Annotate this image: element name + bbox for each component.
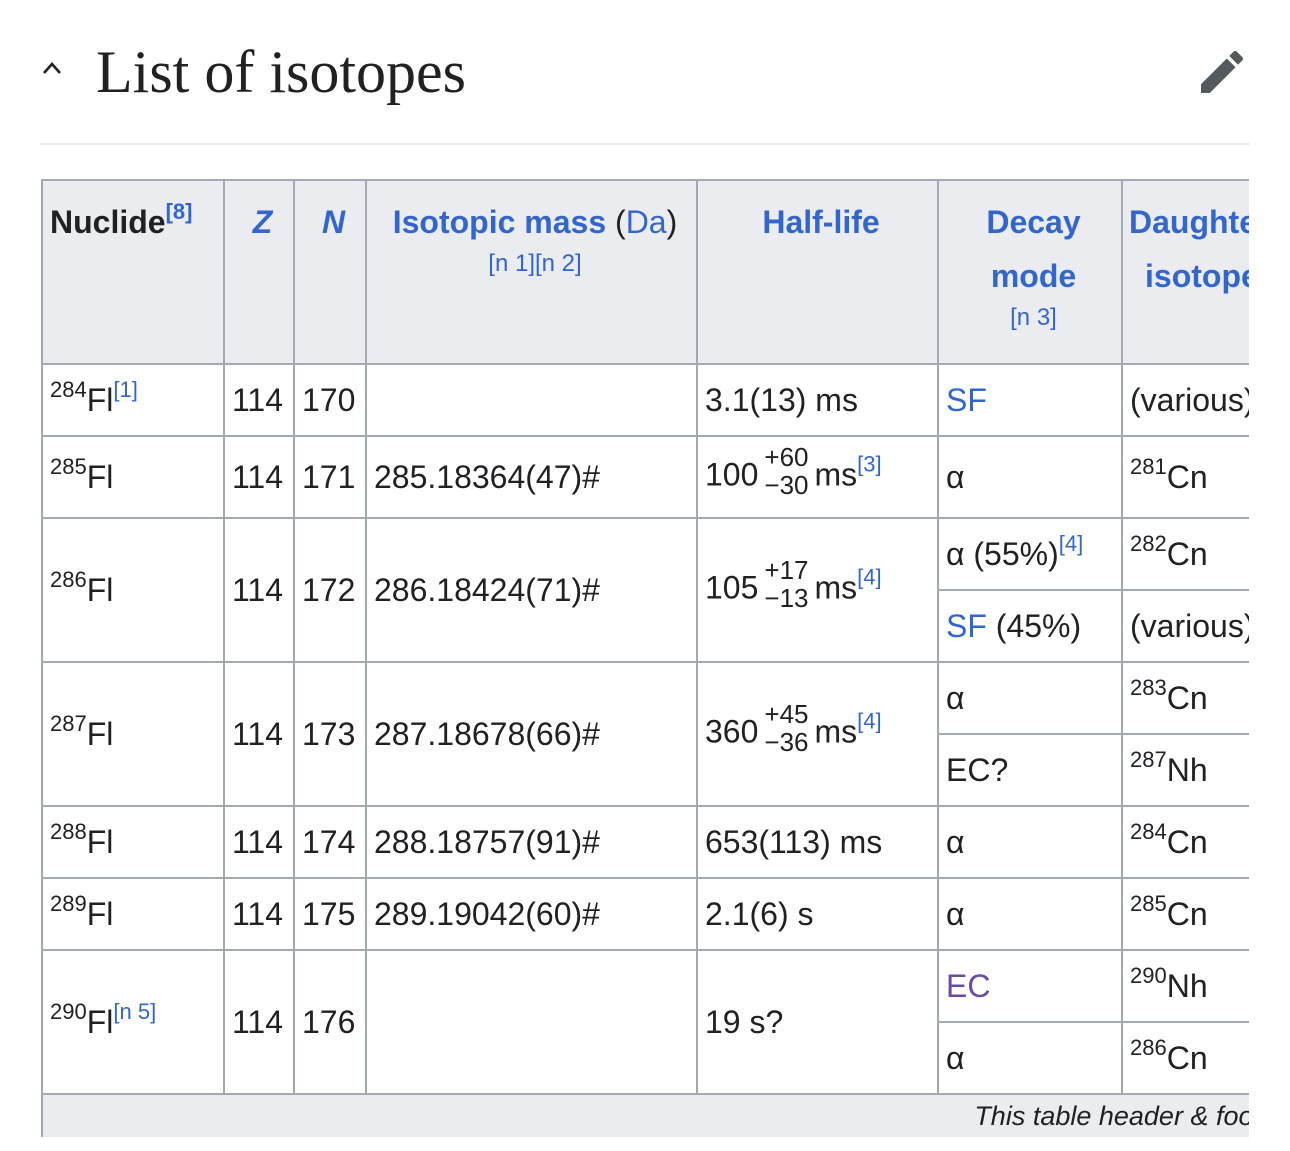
header-n[interactable]: N [293, 179, 367, 365]
decay-mode-cell: α [937, 435, 1123, 519]
ref-link[interactable]: [4] [1058, 530, 1084, 556]
mass-notes[interactable]: [n 1][n 2] [488, 250, 582, 277]
decay-mode-cell: α [937, 1021, 1123, 1095]
decay-mode-cell: α [937, 805, 1123, 879]
isotopes-table-scroll[interactable]: Nuclide[8] Z N Isotopic mass (Da) [n 1][n… [41, 179, 1249, 1137]
n-cell: 173 [293, 661, 367, 807]
decay-mode-cell: EC? [937, 733, 1123, 807]
daughter-cell: 284Cn [1121, 805, 1249, 879]
mass-cell: 285.18364(47)# [365, 435, 698, 519]
ref-link[interactable]: [3] [857, 451, 882, 477]
ref-link[interactable]: [n 5] [113, 998, 157, 1024]
ref-link[interactable]: [4] [857, 708, 882, 734]
pencil-icon[interactable] [1194, 44, 1250, 100]
table-row: 288Fl 114 174 288.18757(91)# 653(113) ms… [41, 805, 1249, 879]
section-heading[interactable]: List of isotopes [40, 28, 1250, 118]
table-row: 290Fl[n 5] 114 176 19 s? EC 290Nh [41, 949, 1249, 1095]
daughter-cell: 287Nh [1121, 733, 1249, 807]
nuclide-cell: 286Fl [41, 517, 225, 663]
half-life-cell: 100 +60 −30 ms[3] [696, 435, 939, 519]
table-row: 284Fl[1] 114 170 3.1(13) ms SF (various) [41, 363, 1249, 437]
nuclide-cell: 284Fl[1] [41, 363, 225, 437]
header-daughter-isotope: Daughterisotope [1121, 179, 1249, 365]
mass-cell: 289.19042(60)# [365, 877, 698, 951]
table-row: SF (45%) (various) [42, 589, 1249, 663]
daughter-cell: (various) [1121, 589, 1249, 663]
isotopes-table: Nuclide[8] Z N Isotopic mass (Da) [n 1][n… [41, 179, 1249, 1137]
decay-mode-cell: SF (45%) [937, 589, 1123, 663]
mass-cell: 286.18424(71)# [365, 517, 698, 663]
table-row: 289Fl 114 175 289.19042(60)# 2.1(6) s α … [41, 877, 1249, 951]
decay-mode-link[interactable]: EC [937, 949, 1123, 1023]
half-life-cell: 360 +45 −36 ms[4] [696, 661, 939, 807]
ref-link[interactable]: [1] [113, 376, 138, 402]
n-cell: 172 [293, 517, 367, 663]
n-cell: 175 [293, 877, 367, 951]
nuclide-cell: 290Fl[n 5] [41, 949, 225, 1095]
decay-note[interactable]: [n 3] [1010, 304, 1057, 331]
z-cell: 114 [223, 949, 295, 1095]
z-cell: 114 [223, 435, 295, 519]
table-row: α 286Cn [42, 1021, 1249, 1095]
half-life-cell: 2.1(6) s [696, 877, 939, 951]
chevron-up-icon[interactable] [42, 58, 62, 78]
decay-mode-link[interactable]: SF [937, 363, 1123, 437]
table-row: 286Fl 114 172 286.18424(71)# 105 +17 −13 ms… [41, 517, 1249, 663]
half-life-cell: 653(113) ms [696, 805, 939, 879]
z-cell: 114 [223, 363, 295, 437]
n-cell: 170 [293, 363, 367, 437]
nuclide-cell: 289Fl [41, 877, 225, 951]
table-row: EC? 287Nh [42, 733, 1249, 807]
uncertainty: +17 −13 [764, 555, 809, 613]
mass-cell: 287.18678(66)# [365, 661, 698, 807]
mass-cell [365, 363, 698, 437]
uncertainty: +60 −30 [764, 442, 809, 500]
z-cell: 114 [223, 661, 295, 807]
nuclide-cell: 285Fl [41, 435, 225, 519]
z-cell: 114 [223, 877, 295, 951]
z-cell: 114 [223, 517, 295, 663]
half-life-cell: 19 s? [696, 949, 939, 1095]
header-nuclide: Nuclide[8] [41, 179, 225, 365]
table-header-row: Nuclide[8] Z N Isotopic mass (Da) [n 1][n… [41, 179, 1249, 365]
section-divider [40, 143, 1250, 145]
decay-mode-cell: α (55%)[4] [937, 517, 1123, 591]
daughter-cell: 290Nh [1121, 949, 1249, 1023]
daughter-cell: (various) [1121, 363, 1249, 437]
z-cell: 114 [223, 805, 295, 879]
n-cell: 174 [293, 805, 367, 879]
table-footer: This table header & footer [41, 1093, 1249, 1137]
header-z[interactable]: Z [223, 179, 295, 365]
daughter-cell: 285Cn [1121, 877, 1249, 951]
nuclide-cell: 288Fl [41, 805, 225, 879]
ref-link[interactable]: [4] [857, 564, 882, 590]
ref-link[interactable]: [8] [165, 199, 193, 224]
decay-mode-cell: α [937, 877, 1123, 951]
section-title: List of isotopes [96, 39, 466, 105]
daughter-cell: 281Cn [1121, 435, 1249, 519]
mass-cell: 288.18757(91)# [365, 805, 698, 879]
n-cell: 171 [293, 435, 367, 519]
daughter-cell: 282Cn [1121, 517, 1249, 591]
table-row: 285Fl 114 171 285.18364(47)# 100 +60 −30 ms… [41, 435, 1249, 519]
header-isotopic-mass: Isotopic mass (Da) [n 1][n 2] [365, 179, 698, 365]
half-life-cell: 105 +17 −13 ms[4] [696, 517, 939, 663]
daughter-cell: 283Cn [1121, 661, 1249, 735]
daughter-cell: 286Cn [1121, 1021, 1249, 1095]
table-row: 287Fl 114 173 287.18678(66)# 360 +45 −36 ms… [41, 661, 1249, 807]
header-half-life[interactable]: Half-life [696, 179, 939, 365]
uncertainty: +45 −36 [764, 699, 809, 757]
decay-mode-cell: α [937, 661, 1123, 735]
n-cell: 176 [293, 949, 367, 1095]
mass-cell [365, 949, 698, 1095]
decay-mode-link[interactable]: SF [946, 607, 987, 644]
table-footer-row: This table header & footer [41, 1093, 1249, 1137]
half-life-cell: 3.1(13) ms [696, 363, 939, 437]
isotopic-mass-link[interactable]: Isotopic mass [392, 204, 607, 240]
dalton-link[interactable]: Da [625, 204, 667, 240]
header-decay-mode: Decay mode [n 3] [937, 179, 1123, 365]
nuclide-cell: 287Fl [41, 661, 225, 807]
